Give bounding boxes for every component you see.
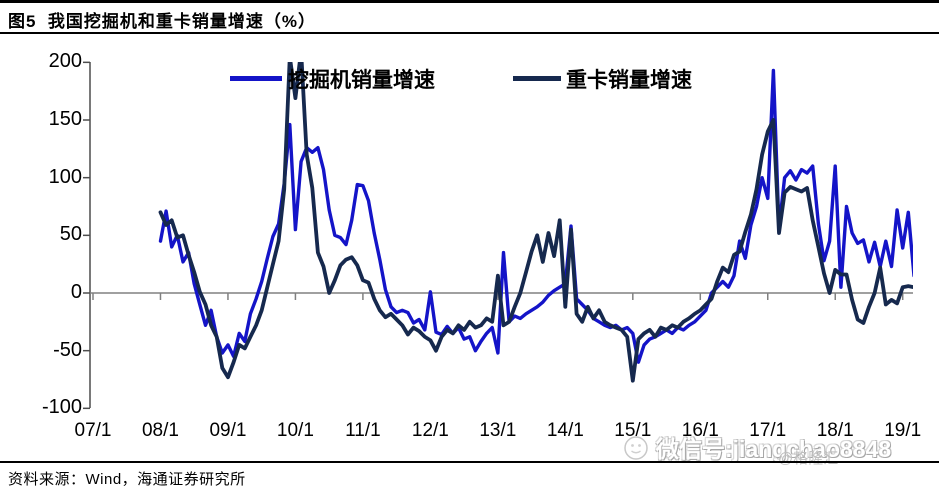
x-tick-label: 10/1 [276,420,314,441]
x-tick-label: 07/1 [74,420,112,441]
legend-line-excavator [230,76,282,81]
wechat-watermark: 微信号:jiangchao8848 [622,430,891,464]
source-note: 资料来源：Wind，海通证券研究所 [8,471,246,488]
footer-divider-rule [0,461,939,463]
x-tick-label: 18/1 [816,420,854,441]
series-line-0 [158,68,913,364]
legend-label-excavator: 挖掘机销量增速 [288,69,435,92]
x-tick-label: 16/1 [681,420,719,441]
x-tick-label: 14/1 [546,420,584,441]
title-divider-rule [0,32,939,34]
x-tick-label: 15/1 [614,420,652,441]
y-tick-label: -50 [53,338,82,361]
series-line-1 [158,62,913,383]
y-tick-label: 50 [59,223,82,246]
figure-title: 图5 我国挖掘机和重卡销量增速（%） [8,12,317,31]
x-tick-label: 13/1 [479,420,517,441]
y-tick-label: 0 [70,281,82,303]
wechat-smiley-icon [624,436,648,460]
gelonghui-watermark: @格隆汇 [778,450,839,467]
y-tick-label: 200 [48,50,82,73]
top-border-rule [0,0,939,3]
x-tick-label: 09/1 [209,420,247,441]
x-tick-label: 17/1 [749,420,787,441]
x-tick-label: 08/1 [141,420,179,441]
wechat-id-text: 微信号:jiangchao8848 [656,436,892,462]
y-tick-label: -100 [41,396,82,419]
y-tick-label: 150 [48,108,82,130]
y-tick-label: 100 [48,165,82,188]
legend-line-heavy-truck [513,76,561,81]
legend-label-heavy-truck: 重卡销量增速 [566,69,692,92]
x-tick-label: 11/1 [345,420,381,441]
x-tick-label: 19/1 [884,420,922,441]
x-tick-label: 12/1 [411,420,449,441]
